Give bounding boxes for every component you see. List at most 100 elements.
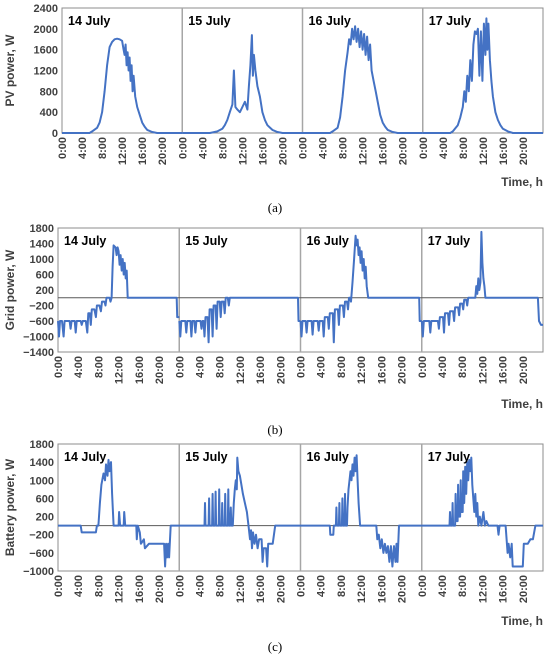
y-tick-label: 800 bbox=[40, 86, 58, 98]
x-tick-label: 16:00 bbox=[498, 575, 510, 603]
panel-caption: (a) bbox=[268, 200, 282, 215]
x-tick-label: 16:00 bbox=[376, 575, 388, 603]
series-line-15-july bbox=[178, 296, 301, 344]
y-tick-label: −600 bbox=[29, 316, 54, 328]
y-tick-label: −1400 bbox=[23, 347, 54, 359]
x-tick-label: 4:00 bbox=[316, 356, 328, 378]
x-tick-label: 8:00 bbox=[457, 356, 469, 378]
y-tick-label: 200 bbox=[36, 512, 54, 524]
y-tick-label: 1200 bbox=[34, 66, 58, 78]
series-line-14-july bbox=[57, 244, 180, 338]
x-tick-label: 12:00 bbox=[237, 137, 249, 165]
series-line-15-july bbox=[179, 456, 301, 568]
x-tick-label: 20:00 bbox=[397, 575, 409, 603]
series-line-17-july bbox=[421, 456, 543, 568]
x-tick-label: 20:00 bbox=[398, 137, 410, 165]
day-label: 15 July bbox=[185, 450, 227, 464]
x-tick-label: 16:00 bbox=[498, 137, 510, 165]
x-tick-label: 8:00 bbox=[215, 356, 227, 378]
day-label: 17 July bbox=[428, 234, 470, 248]
x-axis-title: Time, h bbox=[501, 397, 543, 411]
x-tick-label: 8:00 bbox=[336, 356, 348, 378]
x-tick-label: 20:00 bbox=[157, 137, 169, 165]
x-tick-label: 0:00 bbox=[53, 575, 65, 597]
series-line-16-july bbox=[300, 454, 422, 568]
x-tick-label: 8:00 bbox=[215, 575, 227, 597]
x-tick-label: 0:00 bbox=[296, 356, 308, 378]
x-tick-label: 12:00 bbox=[478, 137, 490, 165]
y-axis-title: Battery power, W bbox=[3, 458, 17, 556]
x-tick-label: 20:00 bbox=[277, 137, 289, 165]
y-tick-label: 1400 bbox=[30, 457, 54, 469]
x-axis-title: Time, h bbox=[501, 614, 543, 628]
y-tick-label: 0 bbox=[52, 128, 58, 140]
x-tick-label: 16:00 bbox=[255, 575, 267, 603]
x-tick-label: 0:00 bbox=[417, 356, 429, 378]
day-label: 16 July bbox=[307, 234, 349, 248]
x-tick-label: 20:00 bbox=[154, 356, 166, 384]
x-tick-label: 0:00 bbox=[174, 575, 186, 597]
x-tick-label: 20:00 bbox=[154, 575, 166, 603]
series-line-17-july bbox=[422, 17, 543, 134]
day-label: 17 July bbox=[429, 14, 471, 28]
series-line-16-july bbox=[299, 234, 422, 344]
y-tick-label: 1400 bbox=[30, 239, 54, 251]
y-tick-label: −600 bbox=[29, 548, 54, 560]
x-tick-label: 8:00 bbox=[93, 575, 105, 597]
x-tick-label: 12:00 bbox=[477, 356, 489, 384]
x-tick-label: 4:00 bbox=[194, 356, 206, 378]
y-tick-label: 600 bbox=[36, 270, 54, 282]
x-tick-label: 8:00 bbox=[457, 575, 469, 597]
x-tick-label: 12:00 bbox=[477, 575, 489, 603]
x-tick-label: 0:00 bbox=[174, 356, 186, 378]
x-tick-label: 16:00 bbox=[137, 137, 149, 165]
x-tick-label: 12:00 bbox=[117, 137, 129, 165]
x-tick-label: 12:00 bbox=[235, 575, 247, 603]
x-tick-label: 12:00 bbox=[114, 356, 126, 384]
x-tick-label: 16:00 bbox=[257, 137, 269, 165]
x-tick-label: 20:00 bbox=[518, 137, 530, 165]
series-line-17-july bbox=[420, 230, 543, 338]
x-tick-label: 8:00 bbox=[338, 137, 350, 159]
panel-caption: (c) bbox=[268, 639, 282, 654]
y-tick-label: −200 bbox=[29, 301, 54, 313]
x-tick-label: 12:00 bbox=[356, 575, 368, 603]
x-tick-label: 4:00 bbox=[73, 575, 85, 597]
y-tick-label: 1600 bbox=[34, 45, 58, 57]
x-tick-label: 16:00 bbox=[134, 575, 146, 603]
x-tick-label: 8:00 bbox=[458, 137, 470, 159]
day-label: 16 July bbox=[309, 14, 351, 28]
day-label: 15 July bbox=[185, 234, 227, 248]
x-tick-label: 12:00 bbox=[235, 356, 247, 384]
x-tick-label: 8:00 bbox=[336, 575, 348, 597]
x-tick-label: 20:00 bbox=[275, 356, 287, 384]
x-tick-label: 20:00 bbox=[275, 575, 287, 603]
day-label: 15 July bbox=[188, 14, 230, 28]
series-line-14-july bbox=[62, 37, 183, 134]
x-tick-label: 16:00 bbox=[134, 356, 146, 384]
y-tick-label: −1000 bbox=[23, 566, 54, 578]
y-tick-label: 1000 bbox=[30, 475, 54, 487]
x-tick-label: 12:00 bbox=[358, 137, 370, 165]
x-tick-label: 0:00 bbox=[417, 575, 429, 597]
x-tick-label: 4:00 bbox=[194, 575, 206, 597]
y-tick-label: −1000 bbox=[23, 332, 54, 344]
panel-a-pv-power: 0 400 800 1200 1600 2000 2400 PV power, W 0:00 4:… bbox=[3, 3, 544, 215]
y-tick-label: 2000 bbox=[34, 24, 58, 36]
x-axis-title: Time, h bbox=[501, 175, 543, 189]
x-tick-label: 0:00 bbox=[418, 137, 430, 159]
x-tick-label: 16:00 bbox=[378, 137, 390, 165]
x-tick-label: 4:00 bbox=[437, 575, 449, 597]
panel-c-battery-power: −1000 −600 −200 200 600 1000 1400 1800 Battery p… bbox=[3, 439, 544, 654]
x-tick-label: 0:00 bbox=[57, 137, 69, 159]
x-tick-label: 0:00 bbox=[298, 137, 310, 159]
day-label: 14 July bbox=[64, 450, 106, 464]
series-line-14-july bbox=[58, 458, 180, 568]
series-line-16-july bbox=[302, 25, 423, 134]
x-tick-label: 8:00 bbox=[93, 356, 105, 378]
y-tick-label: −200 bbox=[29, 530, 54, 542]
x-tick-label: 16:00 bbox=[376, 356, 388, 384]
panel-b-grid-power: −1400 −1000 −600 −200 200 600 1000 1400 1800 Grid… bbox=[3, 223, 544, 437]
y-tick-label: 1800 bbox=[30, 439, 54, 451]
